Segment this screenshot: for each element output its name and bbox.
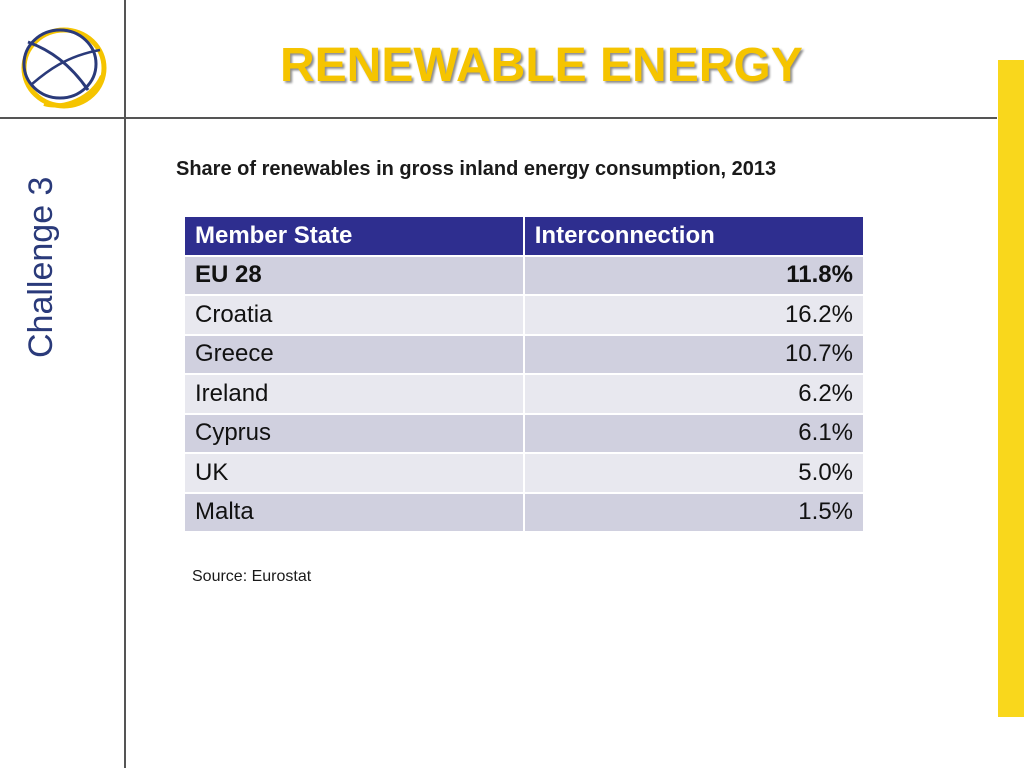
- table-row: Greece 10.7%: [183, 333, 866, 375]
- accent-bar: [998, 60, 1024, 717]
- table-header-row: Member State Interconnection: [183, 215, 866, 257]
- member-state-cell: EU 28: [183, 254, 525, 296]
- interconnection-cell: 10.7%: [522, 333, 866, 375]
- challenge-logo-icon: [21, 27, 107, 109]
- interconnection-cell: 6.1%: [522, 412, 866, 454]
- interconnection-cell: 5.0%: [522, 452, 866, 494]
- table-row: Ireland 6.2%: [183, 373, 866, 415]
- member-state-cell: Greece: [183, 333, 525, 375]
- table-row: UK 5.0%: [183, 452, 866, 494]
- table-caption: Share of renewables in gross inland ener…: [176, 158, 777, 180]
- column-header-member-state: Member State: [183, 215, 525, 257]
- member-state-cell: Croatia: [183, 294, 525, 336]
- page-title: RENEWABLE ENERGY: [280, 39, 803, 92]
- table-row: Cyprus 6.1%: [183, 412, 866, 454]
- source-note: Source: Eurostat: [192, 568, 312, 585]
- horizontal-divider: [0, 117, 997, 119]
- renewables-table: Member State Interconnection EU 28 11.8%…: [183, 215, 866, 533]
- table-row: EU 28 11.8%: [183, 254, 866, 296]
- interconnection-cell: 16.2%: [522, 294, 866, 336]
- member-state-cell: Ireland: [183, 373, 525, 415]
- member-state-cell: Cyprus: [183, 412, 525, 454]
- challenge-label: Challenge 3: [22, 176, 60, 358]
- table-row: Malta 1.5%: [183, 491, 866, 533]
- interconnection-cell: 11.8%: [522, 254, 866, 296]
- member-state-cell: Malta: [183, 491, 525, 533]
- vertical-divider: [124, 0, 126, 768]
- member-state-cell: UK: [183, 452, 525, 494]
- table-row: Croatia 16.2%: [183, 294, 866, 336]
- column-header-interconnection: Interconnection: [522, 215, 866, 257]
- interconnection-cell: 1.5%: [522, 491, 866, 533]
- interconnection-cell: 6.2%: [522, 373, 866, 415]
